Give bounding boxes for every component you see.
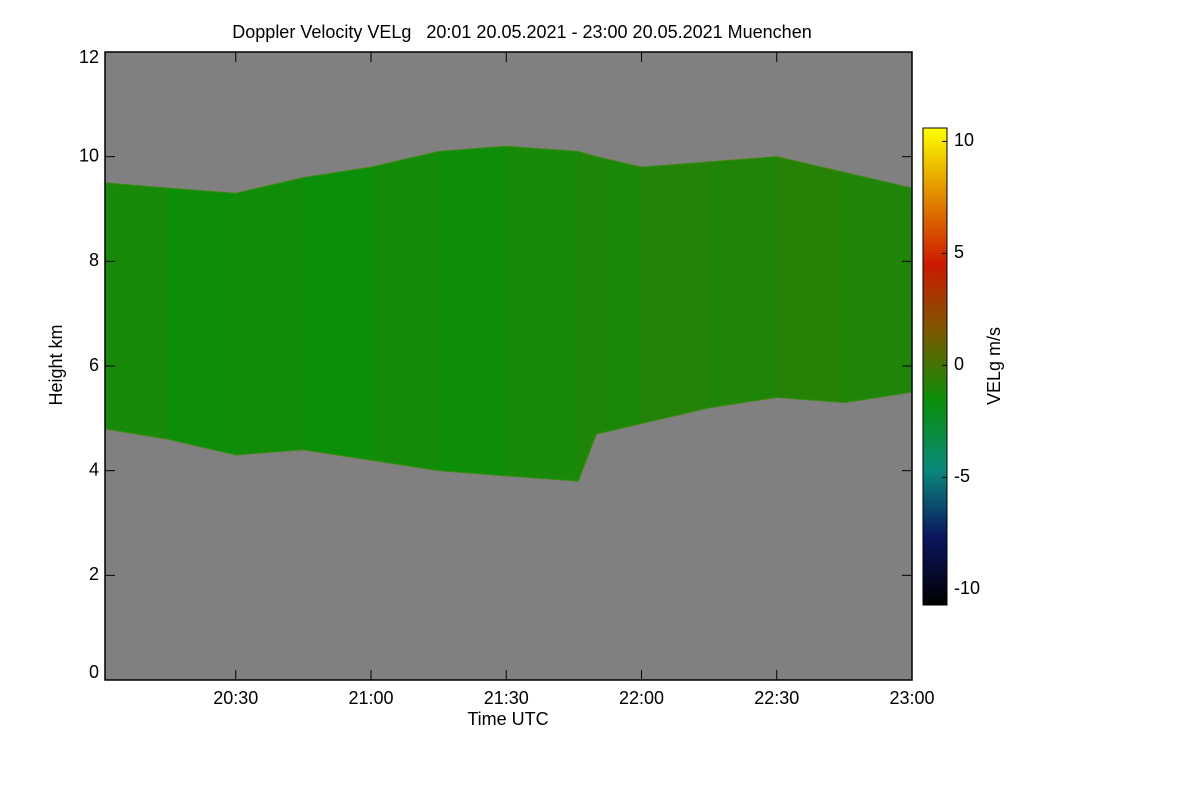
x-tick-label: 22:00 [619, 688, 664, 708]
x-tick-label: 21:30 [484, 688, 529, 708]
y-tick-label: 2 [89, 564, 99, 584]
cloud-region [776, 156, 845, 403]
x-axis-label: Time UTC [467, 709, 548, 729]
chart-title: Doppler Velocity VELg 20:01 20.05.2021 -… [232, 22, 811, 42]
colorbar-tick-label: 10 [954, 130, 974, 150]
colorbar-tick-label: 0 [954, 354, 964, 374]
cloud-region [438, 145, 507, 477]
y-tick-label: 8 [89, 250, 99, 270]
x-tick-label: 20:30 [213, 688, 258, 708]
y-tick-label: 4 [89, 459, 99, 479]
y-tick-label: 0 [89, 662, 99, 682]
cloud-region [104, 182, 169, 440]
cloud-region [641, 161, 710, 424]
y-tick-label: 6 [89, 355, 99, 375]
y-axis-label: Height km [46, 324, 66, 405]
cloud-region [303, 166, 372, 461]
colorbar-tick-label: 5 [954, 242, 964, 262]
cloud-region [578, 151, 597, 482]
cloud-region [370, 151, 439, 471]
y-tick-label: 12 [79, 47, 99, 67]
cloud-region [167, 187, 236, 456]
cloud-region [505, 145, 579, 482]
cloud-region [596, 156, 642, 435]
cloud-region [708, 156, 777, 409]
x-tick-label: 21:00 [348, 688, 393, 708]
cloud-base-line [104, 391, 913, 482]
x-tick-label: 23:00 [889, 688, 934, 708]
colorbar [922, 127, 948, 606]
x-tick-label: 22:30 [754, 688, 799, 708]
cloud-top-line [104, 145, 913, 194]
cloud-region [235, 177, 304, 456]
colorbar-label: VELg m/s [984, 327, 1004, 405]
colorbar-tick-label: -10 [954, 578, 980, 598]
y-tick-label: 10 [79, 145, 99, 165]
colorbar-tick-label: -5 [954, 466, 970, 486]
cloud-region [844, 172, 913, 403]
